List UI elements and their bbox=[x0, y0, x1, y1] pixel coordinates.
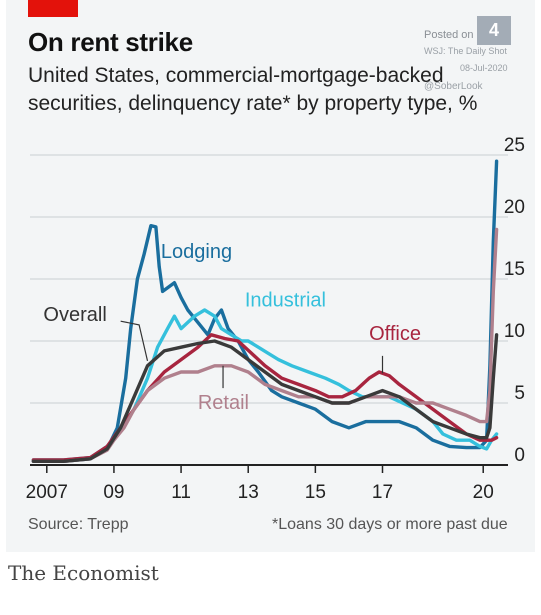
x-axis: 2007 09 11 13 15 17 20 bbox=[26, 465, 494, 503]
chart-card bbox=[6, 0, 535, 552]
grid-lines bbox=[30, 154, 508, 466]
y-tick-label: 5 bbox=[514, 383, 525, 404]
series-label-overall: Overall bbox=[43, 304, 106, 326]
y-tick-label: 25 bbox=[504, 135, 525, 156]
watermark-source: WSJ: The Daily Shot bbox=[424, 46, 507, 56]
series-label-lodging: Lodging bbox=[161, 241, 232, 263]
brand-red-bar bbox=[28, 0, 78, 17]
watermark-date: 08-Jul-2020 bbox=[460, 63, 508, 73]
watermark-handle: @SoberLook bbox=[424, 81, 483, 92]
footnote: *Loans 30 days or more past due bbox=[272, 516, 508, 533]
x-tick-label: 15 bbox=[305, 482, 326, 503]
y-tick-label: 20 bbox=[504, 197, 525, 218]
source-note: Source: Trepp bbox=[28, 516, 129, 533]
watermark-posted: Posted on bbox=[424, 29, 474, 41]
x-tick-label: 2007 bbox=[26, 482, 68, 503]
x-tick-label: 09 bbox=[103, 482, 124, 503]
series-lines bbox=[31, 159, 499, 463]
series-label-retail: Retail bbox=[198, 392, 249, 414]
page-number-badge: 4 bbox=[477, 16, 511, 45]
series-line-office bbox=[31, 333, 499, 462]
page-title: On rent strike bbox=[28, 27, 193, 57]
series-line-lodging bbox=[31, 159, 499, 463]
page-subtitle: United States, commercial-mortgage-backe… bbox=[28, 64, 478, 115]
series-label-office: Office bbox=[369, 323, 421, 345]
y-tick-label: 0 bbox=[514, 445, 525, 466]
y-tick-label: 15 bbox=[504, 259, 525, 280]
y-axis: 0 5 10 15 20 25 bbox=[504, 135, 525, 466]
x-tick-label: 11 bbox=[171, 482, 191, 503]
x-tick-label: 13 bbox=[238, 482, 259, 503]
series-line-retail bbox=[31, 227, 499, 463]
series-labels: Lodging Industrial Office Retail Overall bbox=[43, 241, 421, 414]
series-label-industrial: Industrial bbox=[245, 289, 326, 311]
series-line-overall bbox=[31, 333, 499, 463]
y-tick-label: 10 bbox=[504, 321, 525, 342]
overall-leader-line bbox=[120, 320, 149, 361]
brand-name: The Economist bbox=[8, 561, 159, 585]
x-tick-label: 20 bbox=[473, 482, 494, 503]
x-tick-label: 17 bbox=[372, 482, 393, 503]
